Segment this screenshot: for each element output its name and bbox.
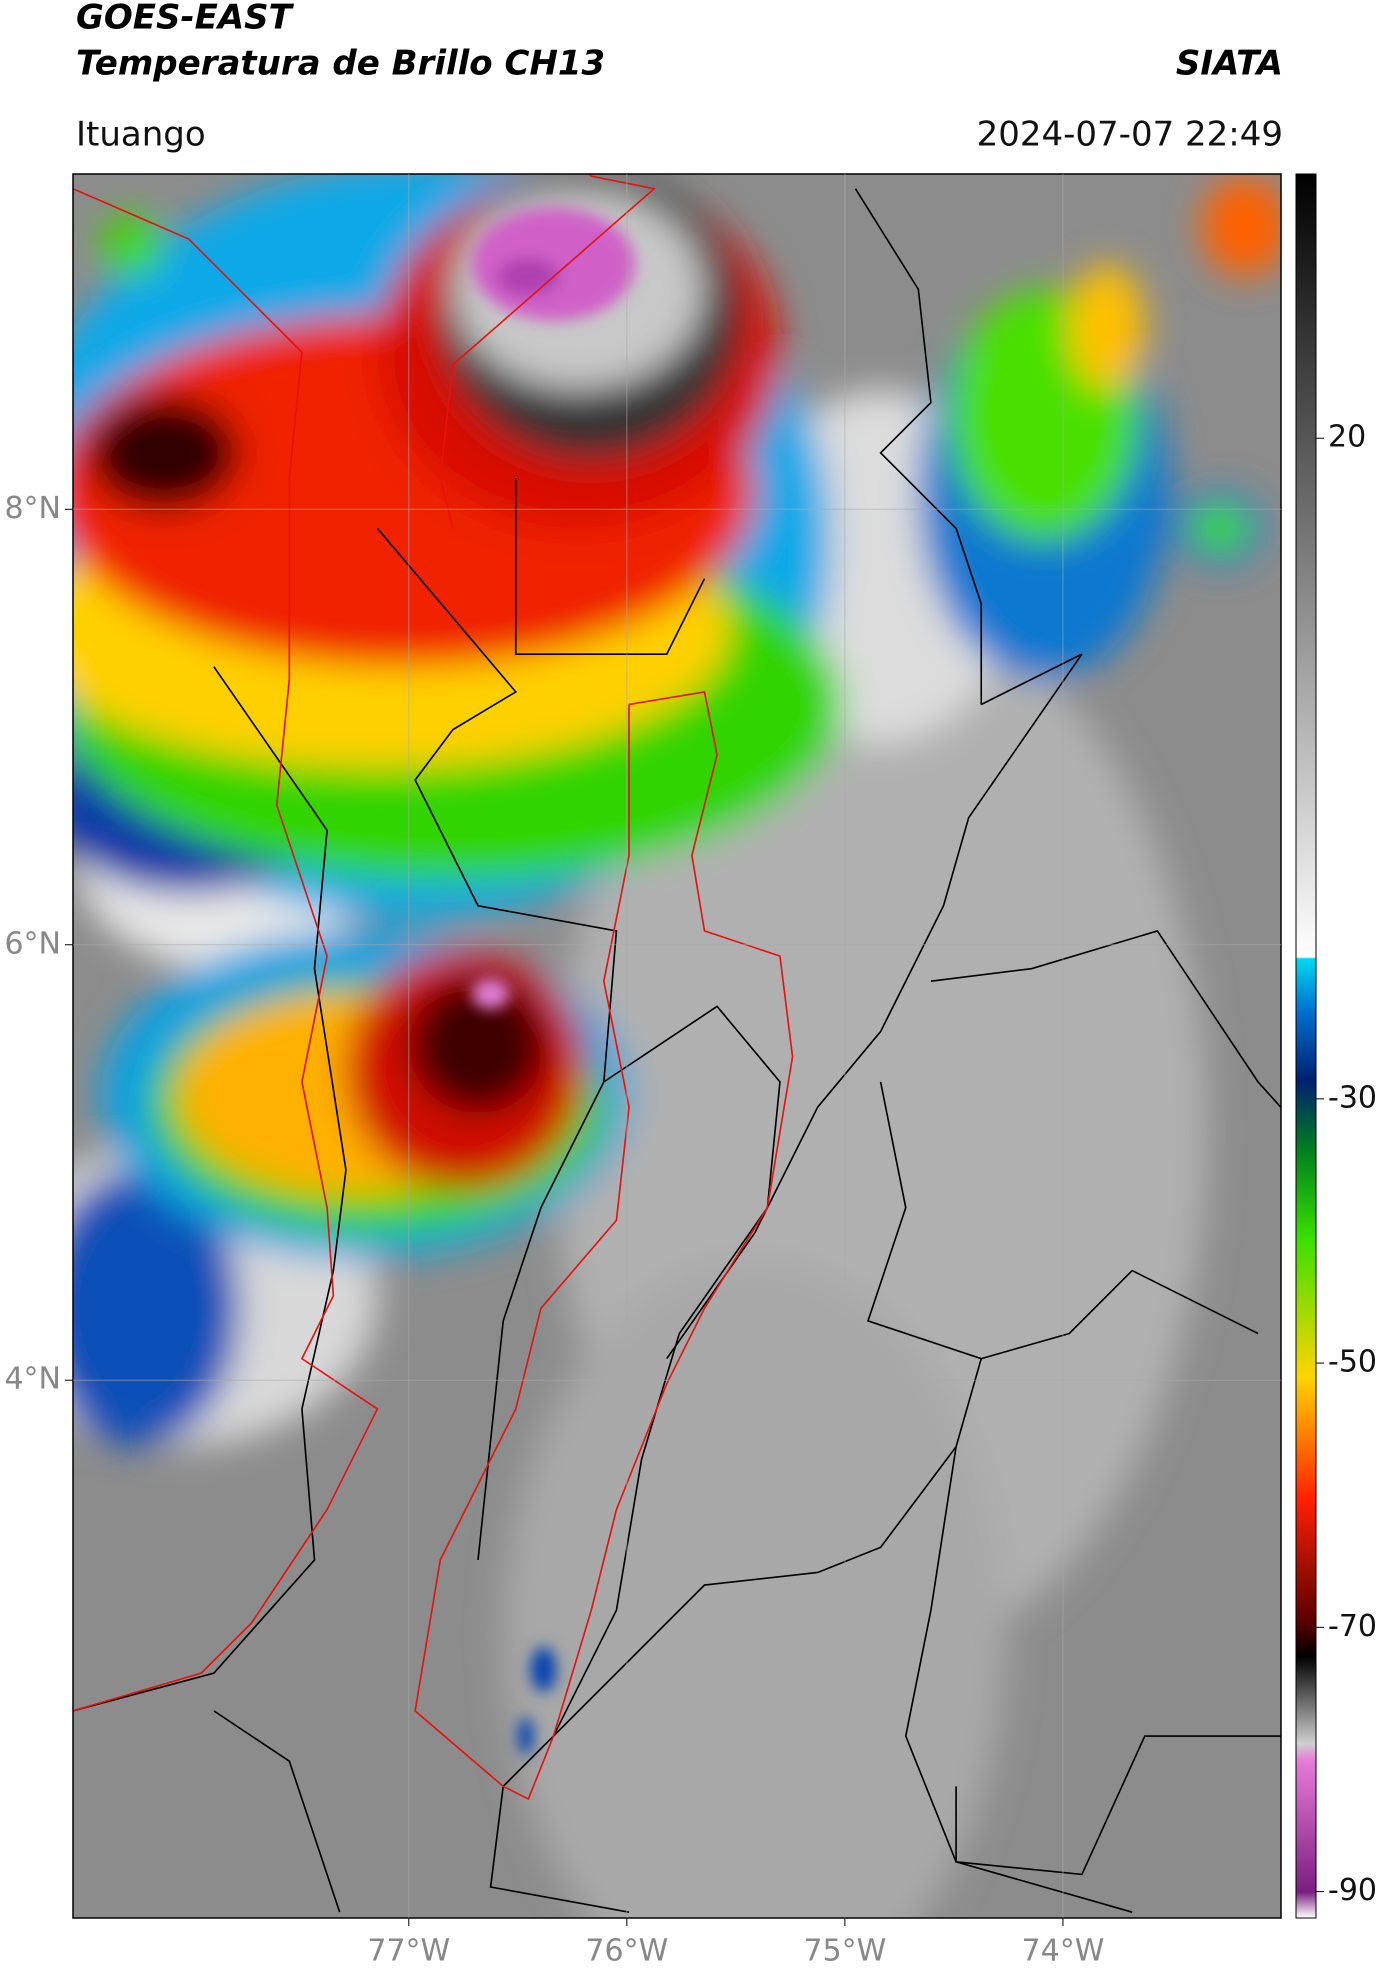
source: SIATA — [1176, 44, 1283, 84]
ticks: 77°W 76°W 75°W 74°W 4°N 6°N 8°N — [4, 491, 1104, 1969]
subtitle: Temperatura de Brillo CH13 — [76, 44, 605, 84]
colorbar — [1295, 173, 1317, 1919]
grid — [73, 174, 1281, 1918]
title: GOES-EAST — [76, 0, 295, 38]
location: Ituango — [76, 115, 206, 155]
x-tick-label: 74°W — [1022, 1934, 1105, 1969]
colorbar-tick-label: -90 — [1328, 1873, 1377, 1908]
y-tick-label: 8°N — [4, 491, 61, 526]
colorbar-ticks: 20 -30 -50 -70 -90 — [1316, 420, 1377, 1908]
x-tick-label: 76°W — [585, 1934, 668, 1969]
colorbar-tick-label: 20 — [1328, 420, 1366, 455]
colorbar-tick-label: -50 — [1328, 1345, 1377, 1380]
colorbar-tick-label: -70 — [1328, 1609, 1377, 1644]
colorbar-tick-label: -30 — [1328, 1080, 1377, 1115]
y-tick-label: 4°N — [4, 1362, 61, 1397]
x-tick-label: 77°W — [367, 1934, 450, 1969]
satellite-image — [73, 174, 1281, 1918]
y-tick-label: 6°N — [4, 926, 61, 961]
plot-frame — [72, 173, 1282, 1919]
datetime: 2024-07-07 22:49 — [977, 115, 1283, 155]
x-tick-label: 75°W — [803, 1934, 886, 1969]
